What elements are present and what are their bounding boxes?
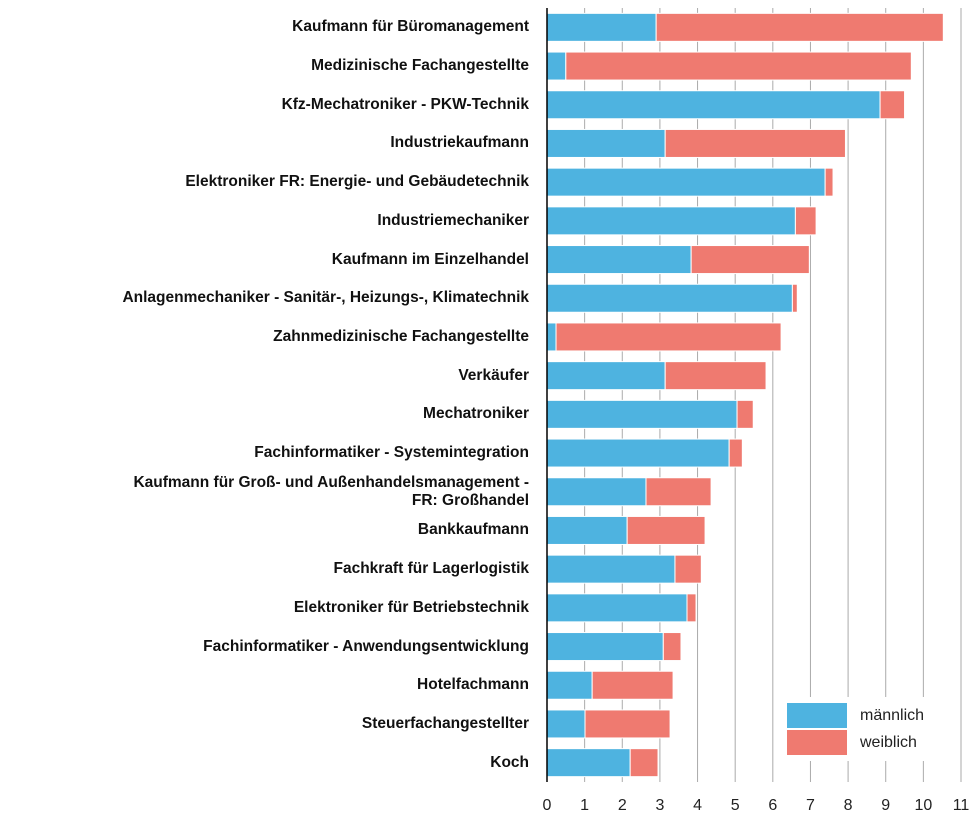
bar-segment: [690, 245, 810, 275]
category-label: Verkäufer: [458, 366, 529, 384]
legend-swatch: [787, 703, 847, 728]
x-tick-label: 4: [693, 797, 702, 814]
bar-segment: [662, 632, 682, 662]
category-label: Industriemechaniker: [377, 211, 529, 229]
category-label: Kaufmann im Einzelhandel: [331, 250, 529, 268]
bar-segment: [546, 90, 881, 120]
category-label: Elektroniker für Betriebstechnik: [293, 598, 529, 616]
bar-segment: [546, 322, 557, 352]
bar-segment: [674, 554, 702, 584]
bar-segment: [824, 167, 834, 197]
bar-segment: [584, 709, 671, 739]
bar-segment: [546, 438, 730, 468]
bar-segment: [546, 283, 793, 313]
bar-segment: [546, 670, 593, 700]
x-tick-label: 11: [953, 797, 969, 814]
category-label: Steuerfachangestellter: [361, 714, 529, 732]
bar-segment: [791, 283, 798, 313]
bar-segment: [546, 361, 666, 391]
bar-segment: [728, 438, 743, 468]
legend-swatch: [787, 730, 847, 755]
bar-segment: [645, 477, 712, 507]
bar-segment: [626, 515, 706, 545]
category-label: Fachinformatiker - Anwendungsentwicklung: [203, 637, 529, 655]
bar-segment: [686, 593, 697, 623]
category-label: Elektroniker FR: Energie- und Gebäudetec…: [185, 173, 529, 191]
bar-segment: [546, 167, 826, 197]
category-label: Mechatroniker: [423, 405, 529, 423]
x-tick-label: 8: [844, 797, 853, 814]
bar-segment: [736, 399, 754, 429]
legend-label: männlich: [860, 707, 924, 724]
x-tick-label: 7: [806, 797, 815, 814]
bar-segment: [546, 12, 657, 42]
x-tick-label: 1: [580, 797, 589, 814]
x-tick-label: 10: [914, 797, 932, 814]
bar-segment: [546, 206, 796, 236]
category-label: Industriekaufmann: [390, 134, 529, 152]
category-label: Zahnmedizinische Fachangestellte: [273, 327, 529, 345]
bar-segment: [546, 593, 688, 623]
x-tick-label: 9: [881, 797, 890, 814]
bar-segment: [655, 12, 944, 42]
bar-segment: [555, 322, 782, 352]
bar-segment: [591, 670, 674, 700]
category-label: Anlagenmechaniker - Sanitär-, Heizungs-,…: [122, 289, 529, 307]
category-label: Bankkaufmann: [417, 521, 529, 539]
bar-segment: [546, 554, 676, 584]
x-tick-label: 2: [618, 797, 627, 814]
category-label: Fachkraft für Lagerlogistik: [333, 560, 529, 578]
bar-segment: [794, 206, 817, 236]
bar-segment: [629, 748, 659, 778]
x-tick-label: 0: [543, 797, 552, 814]
category-label: Koch: [490, 753, 529, 771]
category-label: Kaufmann für Büromanagement: [292, 18, 529, 36]
category-label: Medizinische Fachangestellte: [311, 57, 529, 75]
bar-segment: [546, 128, 666, 158]
x-tick-label: 3: [655, 797, 664, 814]
bar-segment: [546, 477, 647, 507]
bar-segment: [546, 709, 586, 739]
bar-segment: [546, 748, 631, 778]
x-tick-label: 5: [731, 797, 740, 814]
x-tick-label: 6: [768, 797, 777, 814]
bar-segment: [565, 51, 912, 81]
category-label: Fachinformatiker - Systemintegration: [254, 444, 529, 462]
legend-label: weiblich: [859, 734, 917, 751]
bar-segment: [546, 399, 738, 429]
bar-segment: [664, 361, 767, 391]
bar-segment: [546, 51, 567, 81]
bar-segment: [546, 515, 628, 545]
bar-segment: [546, 245, 692, 275]
bar-segment: [546, 632, 664, 662]
bar-segment: [879, 90, 906, 120]
bar-segment: [664, 128, 846, 158]
category-label: Hotelfachmann: [417, 676, 529, 694]
category-label: Kfz-Mechatroniker - PKW-Technik: [281, 95, 529, 113]
category-label: Kaufmann für Groß- und Außenhandelsmanag…: [133, 473, 529, 509]
